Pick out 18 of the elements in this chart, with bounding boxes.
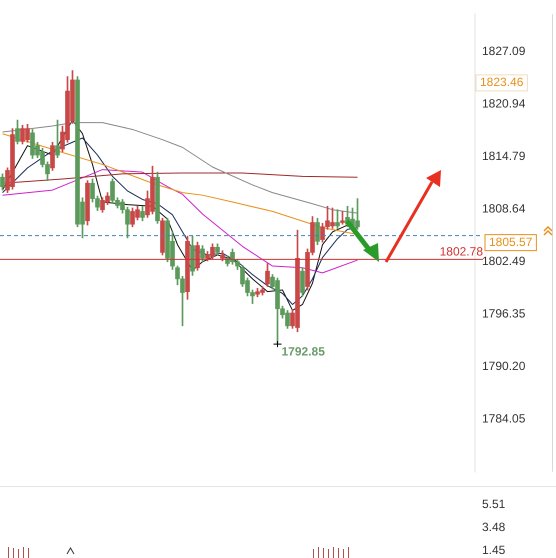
candlestick — [340, 211, 345, 225]
candlestick — [335, 209, 340, 229]
y-tick-label: 1796.35 — [482, 306, 526, 321]
annotation: 1823.46 — [480, 75, 524, 90]
text: 5.51 — [482, 497, 506, 511]
y-tick-label: 1827.09 — [482, 44, 526, 58]
y-tick-label: 1820.94 — [482, 96, 526, 111]
y-tick-label: 1790.20 — [482, 359, 526, 374]
y-tick-label: 1802.49 — [482, 254, 526, 268]
y-tick-label: 1808.64 — [482, 202, 526, 216]
y-tick-label: 1814.79 — [482, 149, 526, 164]
annotation: 1792.85 — [282, 344, 326, 358]
ref-line-label: 1805.57 — [489, 234, 533, 249]
text: 3.48 — [482, 520, 506, 534]
ref-line-label: 1802.78 — [440, 244, 484, 259]
y-tick-label: 1784.05 — [482, 412, 526, 426]
text: 1.45 — [482, 543, 506, 557]
candlestick — [55, 120, 60, 158]
